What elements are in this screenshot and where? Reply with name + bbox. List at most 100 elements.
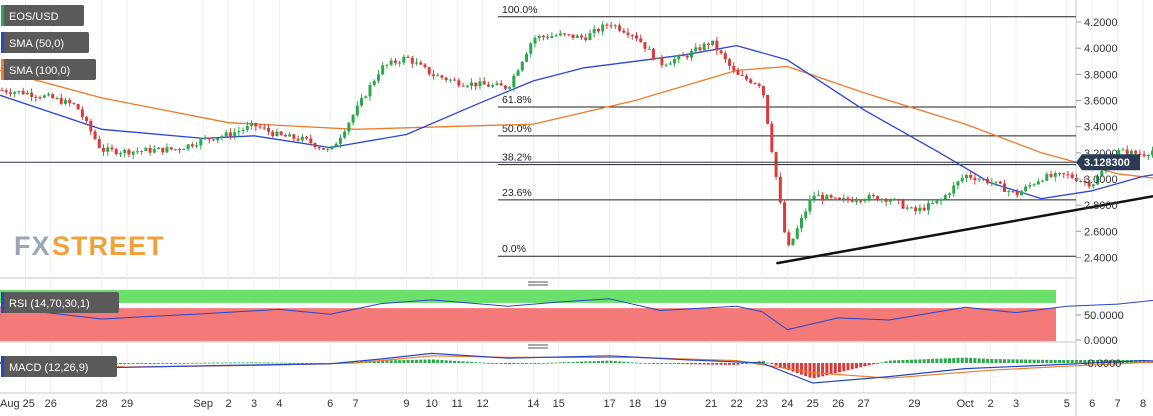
candle-up (668, 63, 672, 65)
macd-hist-bar (1066, 360, 1070, 363)
macd-hist-bar (1083, 360, 1087, 363)
macd-hist-bar (550, 362, 554, 364)
macd-hist-bar (977, 358, 981, 363)
macd-hist-bar (829, 363, 833, 375)
candle-down (639, 38, 643, 43)
macd-hist-bar (639, 362, 643, 364)
macd-hist-bar (1096, 360, 1100, 363)
macd-hist-bar (854, 363, 858, 369)
candle-down (1142, 154, 1146, 157)
legend-sma100[interactable]: SMA (100,0) (1, 59, 96, 80)
macd-hist-bar (812, 363, 816, 379)
candle-up (791, 238, 795, 246)
x-tick-label: 10 (426, 398, 438, 410)
macd-hist-bar (1070, 360, 1074, 363)
candle-up (402, 56, 406, 63)
candle-down (313, 143, 317, 148)
sma100-polyline (0, 65, 1153, 179)
candle-up (152, 149, 156, 153)
macd-hist-bar (305, 363, 309, 364)
candle-up (199, 139, 203, 146)
candle-up (812, 195, 816, 200)
sma50-polyline (0, 44, 1153, 200)
candle-up (140, 150, 144, 152)
candle-down (838, 197, 842, 200)
candle-up (1024, 186, 1028, 192)
macd-hist-bar (723, 363, 727, 365)
macd-hist-bar (448, 360, 452, 363)
macd-hist-bar (525, 363, 529, 364)
legend-pair[interactable]: EOS/USD (1, 5, 84, 26)
candle-down (1015, 191, 1019, 196)
candle-up (990, 182, 994, 184)
candle-down (97, 139, 101, 148)
legend-sma50-label: SMA (50,0) (9, 38, 64, 50)
sma-50-line (0, 44, 1153, 200)
candle-down (1049, 174, 1053, 177)
candle-up (250, 123, 254, 126)
macd-hist-bar (651, 363, 655, 364)
macd-hist-bar (381, 360, 385, 363)
macd-hist-bar (956, 357, 960, 363)
x-tick-label: 8 (1140, 398, 1146, 410)
candle-up (1151, 150, 1153, 156)
macd-hist-bar (262, 362, 266, 364)
candle-up (804, 211, 808, 218)
macd-hist-bar (926, 359, 930, 363)
candle-down (59, 98, 63, 104)
candle-down (21, 90, 25, 95)
fibonacci-levels: 100.0% 61.8% 50.0% 38.2% 23.6% 0.0% (498, 4, 1076, 257)
macd-hist-bar (237, 362, 241, 364)
macd-hist-bar (258, 362, 262, 364)
candle-up (275, 131, 279, 137)
pane-splitter-macd[interactable] (528, 344, 548, 349)
rsi-tick-label: 0.0000 (1084, 335, 1118, 347)
candle-up (347, 122, 351, 132)
macd-hist-bar (465, 361, 469, 363)
pane-splitter-rsi[interactable] (528, 281, 548, 286)
candle-down (0, 90, 4, 92)
candle-down (68, 99, 72, 104)
candle-down (262, 127, 266, 129)
x-tick-label: 6 (1089, 398, 1095, 410)
candle-down (431, 74, 435, 76)
macd-hist-bar (580, 361, 584, 363)
macd-hist-bar (863, 363, 867, 367)
macd-hist-bar (140, 363, 144, 364)
candle-up (575, 35, 579, 38)
x-tick-label: 15 (553, 398, 565, 410)
candles (0, 21, 1153, 247)
macd-hist-bar (245, 362, 249, 364)
candle-up (1019, 191, 1023, 196)
macd-hist-bar (799, 363, 803, 375)
candle-down (749, 79, 753, 84)
macd-hist-bar (795, 363, 799, 374)
legend-macd[interactable]: MACD (12,26,9) (1, 356, 117, 377)
macd-hist-bar (360, 360, 364, 363)
x-tick-label: 22 (730, 398, 742, 410)
macd-hist-bar (419, 359, 423, 363)
candle-down (271, 131, 275, 137)
candle-down (719, 50, 723, 54)
macd-hist-bar (440, 360, 444, 363)
candle-up (398, 62, 402, 64)
legend-rsi[interactable]: RSI (14,70,30,1) (1, 292, 119, 313)
legend-sma50[interactable]: SMA (50,0) (1, 32, 89, 53)
macd-hist-bar (309, 363, 313, 364)
candle-down (685, 55, 689, 58)
candle-up (131, 151, 135, 155)
fib-label: 50.0% (502, 123, 532, 135)
trendline[interactable] (776, 165, 1153, 265)
macd-hist-bar (711, 363, 715, 365)
macd-hist-bar (457, 361, 461, 363)
candle-up (926, 203, 930, 211)
candle-up (1053, 173, 1057, 177)
macd-hist-bar (1100, 360, 1104, 363)
candle-down (736, 70, 740, 75)
candle-down (740, 74, 744, 76)
candle-up (338, 137, 342, 144)
macd-hist-bar (964, 357, 968, 363)
candle-down (309, 138, 313, 144)
candle-up (964, 174, 968, 179)
